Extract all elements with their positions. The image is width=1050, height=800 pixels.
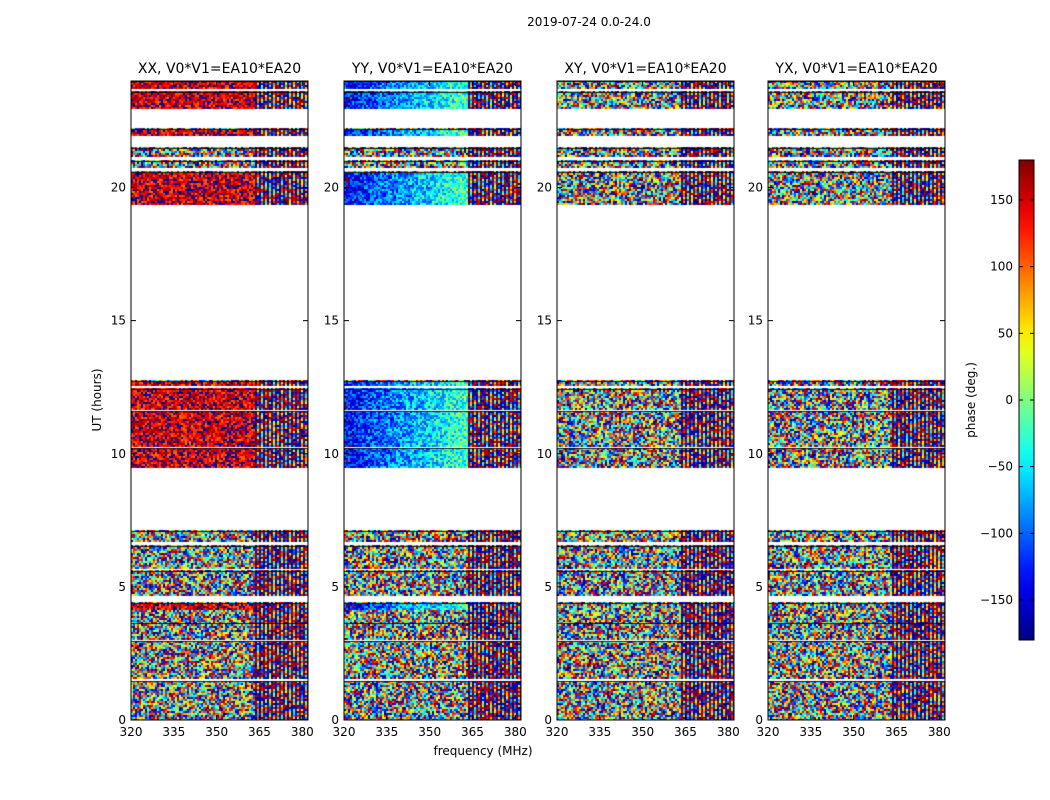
y-axis-label: UT (hours) [90,368,104,431]
phase-heatmap [768,81,945,720]
y-tick-label: 15 [537,314,552,328]
x-tick-label: 320 [333,725,356,739]
colorbar-tick-label: 100 [990,260,1013,274]
x-tick-label: 380 [717,725,740,739]
panel-title: YX, V0*V1=EA10*EA20 [774,61,937,77]
x-tick-label: 365 [885,725,908,739]
panels: XX, V0*V1=EA10*EA20 0 5 10 15 20 320 335 350 365 3… [111,61,951,739]
phase-heatmap [344,81,521,720]
y-tick-label: 10 [324,447,339,461]
colorbar-tick-label: −50 [988,460,1013,474]
colorbar-tick-label: −150 [980,593,1013,607]
y-tick-label: 10 [111,447,126,461]
x-tick-label: 335 [162,725,185,739]
x-tick-label: 350 [631,725,654,739]
panel-title: XX, V0*V1=EA10*EA20 [138,61,301,77]
y-tick-label: 0 [118,713,126,727]
colorbar-tick-label: 150 [990,193,1013,207]
x-tick-label: 320 [757,725,780,739]
y-tick-label: 20 [324,181,339,195]
panel-frame [767,80,946,721]
panel: YX, V0*V1=EA10*EA20 0 5 10 15 20 320 335 350 365 3… [748,61,951,739]
y-tick-label: 20 [748,181,763,195]
x-tick-label: 365 [461,725,484,739]
y-tick-label: 0 [755,713,763,727]
colorbar-tick-label: −100 [980,526,1013,540]
x-tick-label: 350 [418,725,441,739]
x-tick-label: 380 [504,725,527,739]
x-tick-label: 365 [674,725,697,739]
colorbar-label: phase (deg.) [964,362,978,438]
y-tick-label: 0 [544,713,552,727]
x-tick-label: 335 [588,725,611,739]
y-tick-label: 5 [118,580,126,594]
y-tick-label: 5 [755,580,763,594]
phase-heatmap [557,81,734,720]
y-tick-label: 0 [331,713,339,727]
y-tick-label: 15 [111,314,126,328]
panel-title: YY, V0*V1=EA10*EA20 [351,61,513,77]
y-tick-label: 15 [748,314,763,328]
x-tick-label: 350 [842,725,865,739]
x-tick-label: 380 [291,725,314,739]
panel: XY, V0*V1=EA10*EA20 0 5 10 15 20 320 335 350 365 3… [537,61,740,739]
panel-title: XY, V0*V1=EA10*EA20 [564,61,726,77]
x-tick-label: 380 [928,725,951,739]
y-tick-label: 10 [537,447,552,461]
y-tick-label: 10 [748,447,763,461]
panel-frame [130,80,309,721]
x-tick-label: 335 [799,725,822,739]
x-tick-label: 320 [120,725,143,739]
panel: YY, V0*V1=EA10*EA20 0 5 10 15 20 320 335 350 365 3… [324,61,527,739]
figure-title: 2019-07-24 0.0-24.0 [527,15,651,29]
panel-frame [343,80,522,721]
y-tick-label: 15 [324,314,339,328]
colorbar-tick-label: 0 [1005,393,1013,407]
colorbar-tick-label: 50 [998,326,1013,340]
panel: XX, V0*V1=EA10*EA20 0 5 10 15 20 320 335 350 365 3… [111,61,314,739]
y-tick-label: 20 [111,181,126,195]
x-tick-label: 320 [546,725,569,739]
x-tick-label: 365 [248,725,271,739]
panel-frame [556,80,735,721]
y-tick-label: 5 [544,580,552,594]
x-tick-label: 335 [375,725,398,739]
x-axis-label: frequency (MHz) [433,744,532,758]
phase-heatmap [131,81,308,720]
colorbar: 150 100 50 0 −50 −100 −150 phase (deg.) [964,159,1035,641]
y-tick-label: 5 [331,580,339,594]
x-tick-label: 350 [205,725,228,739]
y-tick-label: 20 [537,181,552,195]
